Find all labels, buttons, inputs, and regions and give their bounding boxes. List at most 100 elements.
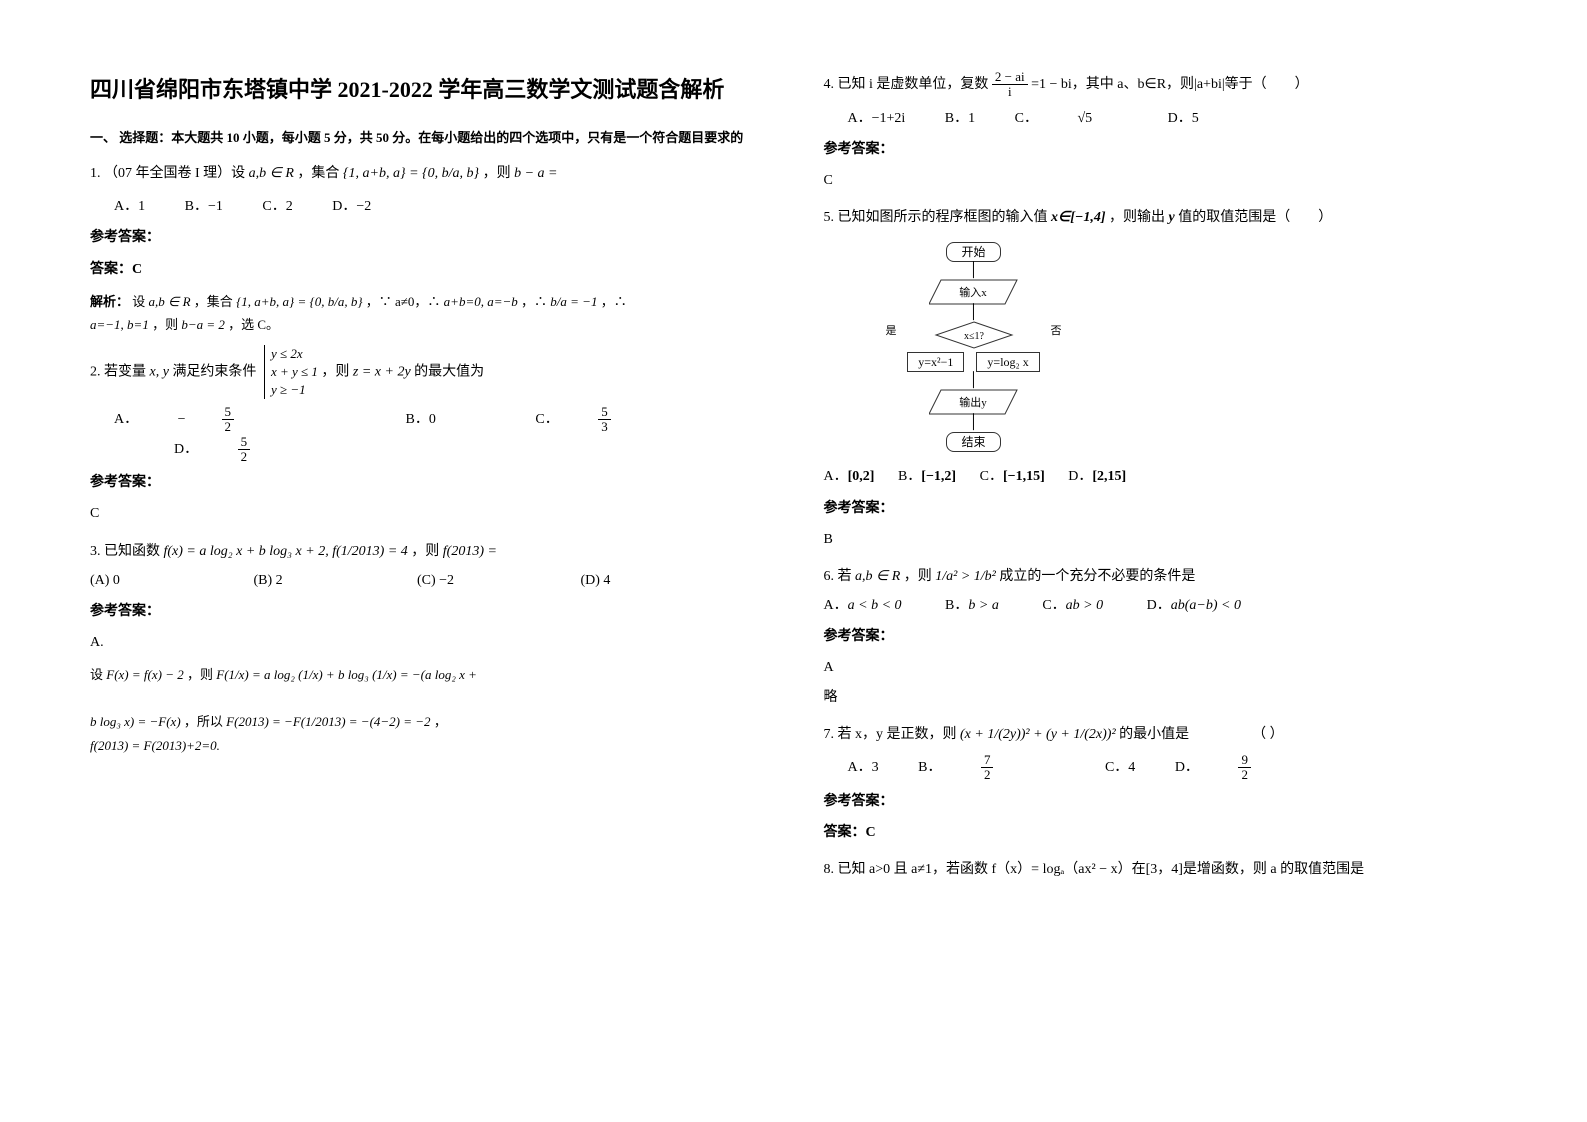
- q5-b-val: [−1,2]: [921, 469, 956, 484]
- q5-stem1: 5. 已知如图所示的程序框图的输入值: [824, 210, 1048, 225]
- q6-d-val: ab(a−b) < 0: [1171, 598, 1241, 613]
- fc-yes: 是: [886, 326, 897, 337]
- q2-a-neg: −: [178, 407, 186, 432]
- right-column: 4. 已知 i 是虚数单位，复数 2 − aii =1 − bi，其中 a、b∈…: [824, 70, 1498, 890]
- q6-opt-a: A．a < b < 0: [824, 598, 902, 613]
- q4-stem2: =1 − bi，其中 a、b∈R，则|a+bi|等于（ ）: [1031, 77, 1309, 92]
- fc-arrow-1: │: [864, 264, 1084, 278]
- flowchart: 开始 │ 输入x │ 是 x≤1? 否 y=x²−1 y=log₂ x │ 输出…: [864, 240, 1084, 454]
- q7-d-num: 9: [1238, 753, 1251, 768]
- q5-d-val: [2,15]: [1092, 469, 1126, 484]
- fc-no: 否: [1051, 326, 1062, 337]
- question-7: 7. 若 x，y 是正数，则 (x + 1/(2y))² + (y + 1/(2…: [824, 722, 1498, 747]
- q6-omit: 略: [824, 685, 1498, 710]
- q2-opt-b: B．0: [406, 407, 436, 432]
- q4-opt-a: A．−1+2i: [848, 106, 906, 131]
- q6-ans: A: [824, 655, 1498, 680]
- q6-stem3: 成立的一个充分不必要的条件是: [999, 569, 1195, 584]
- q2-ans-label: 参考答案：: [90, 470, 764, 495]
- q4-options: A．−1+2i B．1 C． √5 D．5: [848, 106, 1498, 131]
- q3-e3: b log₃ x) = −F(x): [90, 714, 181, 729]
- q4-opt-c: C． √5: [1015, 106, 1129, 131]
- q3-e5: ，: [434, 714, 447, 729]
- q2-a-den: 2: [222, 420, 235, 434]
- fc-input-text: 输入x: [959, 285, 987, 299]
- q1-ans-label: 参考答案：: [90, 225, 764, 250]
- q2-d-num: 5: [238, 435, 251, 450]
- q6-c-val: ab > 0: [1066, 598, 1103, 613]
- q2-c2: x + y ≤ 1: [271, 364, 318, 379]
- q3-stem1: 3. 已知函数: [90, 544, 160, 559]
- q7-opt-c: C．4: [1105, 755, 1135, 780]
- q3-options: (A) 0 (B) 2 (C) −2 (D) 4: [90, 568, 764, 593]
- q6-options: A．a < b < 0 B．b > a C．ab > 0 D．ab(a−b) <…: [824, 593, 1498, 618]
- q1-ans: 答案：C: [90, 257, 764, 282]
- q6-stem1: 6. 若: [824, 569, 852, 584]
- q2-c-pre: C．: [535, 407, 558, 432]
- q3-opt-c: (C) −2: [417, 568, 577, 593]
- page: 四川省绵阳市东塔镇中学 2021-2022 学年高三数学文测试题含解析 一、 选…: [90, 70, 1497, 890]
- q6-stem2: ，则: [904, 569, 932, 584]
- q2-d-den: 2: [238, 450, 251, 464]
- q7-opt-b: B． 72: [918, 753, 1065, 783]
- q7-ans: 答案：C: [824, 820, 1498, 845]
- q5-opt-c: C．[−1,15]: [980, 469, 1045, 484]
- q5-d-pre: D．: [1068, 469, 1092, 484]
- q4-num: 2 − ai: [992, 70, 1028, 85]
- q3-e1: 设: [90, 667, 103, 682]
- fc-left: y=x²−1: [907, 352, 964, 372]
- q7-opt-d: D． 92: [1175, 753, 1323, 783]
- question-4: 4. 已知 i 是虚数单位，复数 2 − aii =1 − bi，其中 a、b∈…: [824, 70, 1498, 100]
- q7-options: A．3 B． 72 C．4 D． 92: [848, 753, 1498, 783]
- q5-options: A．[0,2] B．[−1,2] C．[−1,15] D．[2,15]: [824, 464, 1498, 489]
- q1-stem-prefix: 1. （07 年全国卷 I 理）设: [90, 166, 245, 181]
- q1-explain: 解析： 设 a,b ∈ R ，集合 {1, a+b, a} = {0, b/a,…: [90, 290, 764, 337]
- q5-xrange: x∈[−1,4]: [1051, 210, 1106, 225]
- q3-target: f(2013) =: [443, 544, 497, 559]
- q2-opt-c: C． 53: [535, 405, 682, 435]
- q1-e3: ，∴: [521, 294, 550, 309]
- question-1: 1. （07 年全国卷 I 理）设 a,b ∈ R ，集合 {1, a+b, a…: [90, 161, 764, 186]
- q6-b-pre: B．: [945, 598, 968, 613]
- q4-ans-label: 参考答案：: [824, 137, 1498, 162]
- q6-opt-b: B．b > a: [945, 598, 999, 613]
- q6-ineq: 1/a² > 1/b²: [935, 569, 996, 584]
- q3-opt-d: (D) 4: [581, 573, 611, 588]
- q1-stem-mid: ，集合: [297, 166, 339, 181]
- q1-opt-a: A．1: [114, 194, 145, 219]
- q5-opt-b: B．[−1,2]: [898, 469, 956, 484]
- fc-start: 开始: [946, 242, 1000, 262]
- q2-a-num: 5: [222, 405, 235, 420]
- q5-y: y: [1169, 210, 1175, 225]
- q2-a-pre: A．: [114, 407, 138, 432]
- q1-set: {1, a+b, a} = {0, b/a, b}: [343, 166, 479, 181]
- q1-e1c: ，集合: [194, 294, 233, 309]
- q2-stem2: 满足约束条件: [172, 364, 256, 379]
- question-6: 6. 若 a,b ∈ R ，则 1/a² > 1/b² 成立的一个充分不必要的条…: [824, 564, 1498, 589]
- question-2: 2. 若变量 x, y 满足约束条件 y ≤ 2x x + y ≤ 1 y ≥ …: [90, 345, 764, 400]
- fc-cond-text: x≤1?: [964, 331, 984, 342]
- fc-output-text: 输出y: [959, 395, 987, 409]
- q3-e4: ，所以: [184, 714, 223, 729]
- q7-expr: (x + 1/(2y))² + (y + 1/(2x))²: [960, 727, 1116, 742]
- q1-e2: a+b=0, a=−b: [444, 294, 518, 309]
- q4-den: i: [992, 85, 1028, 99]
- q3-stem2: ，则: [411, 544, 439, 559]
- q4-opt-d: D．5: [1168, 106, 1199, 131]
- q1-e1: 设: [132, 294, 145, 309]
- q7-d-den: 2: [1238, 768, 1251, 782]
- q5-opt-a: A．[0,2]: [824, 469, 875, 484]
- q3-opt-b: (B) 2: [254, 568, 414, 593]
- q2-options: A． −52 B．0 C． 53 D． 52: [114, 405, 764, 464]
- q3-F: F(x) = f(x) − 2: [106, 667, 183, 682]
- q4-c-val: √5: [1077, 106, 1092, 131]
- fc-right: y=log₂ x: [976, 352, 1039, 372]
- q2-c-den: 3: [598, 420, 611, 434]
- fc-input-parallelogram: 输入x: [929, 278, 1019, 306]
- q6-opt-d: D．ab(a−b) < 0: [1147, 598, 1241, 613]
- q6-opt-c: C．ab > 0: [1042, 598, 1103, 613]
- left-column: 四川省绵阳市东塔镇中学 2021-2022 学年高三数学文测试题含解析 一、 选…: [90, 70, 764, 890]
- q3-explain: 设 F(x) = f(x) − 2 ，则 F(1/x) = a log₂ (1/…: [90, 663, 764, 757]
- fc-diamond: x≤1?: [934, 320, 1014, 350]
- q3-ans: A.: [90, 630, 764, 655]
